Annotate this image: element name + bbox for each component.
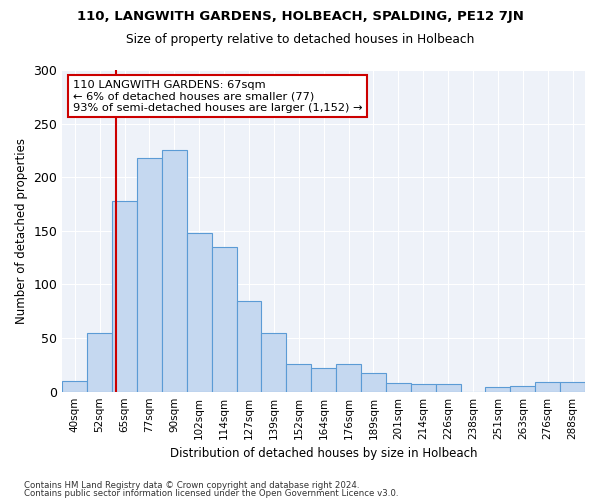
- Bar: [361, 374, 386, 392]
- Bar: [187, 233, 212, 392]
- Bar: [236, 300, 262, 392]
- Bar: [286, 364, 311, 392]
- Bar: [511, 386, 535, 392]
- Bar: [212, 247, 236, 392]
- Bar: [62, 381, 87, 392]
- Bar: [485, 388, 511, 392]
- Text: 110, LANGWITH GARDENS, HOLBEACH, SPALDING, PE12 7JN: 110, LANGWITH GARDENS, HOLBEACH, SPALDIN…: [77, 10, 523, 23]
- Bar: [162, 150, 187, 392]
- Text: Contains public sector information licensed under the Open Government Licence v3: Contains public sector information licen…: [24, 489, 398, 498]
- Bar: [560, 382, 585, 392]
- Bar: [112, 201, 137, 392]
- Bar: [436, 384, 461, 392]
- Bar: [262, 332, 286, 392]
- Bar: [411, 384, 436, 392]
- Text: 110 LANGWITH GARDENS: 67sqm
← 6% of detached houses are smaller (77)
93% of semi: 110 LANGWITH GARDENS: 67sqm ← 6% of deta…: [73, 80, 362, 113]
- Text: Size of property relative to detached houses in Holbeach: Size of property relative to detached ho…: [126, 32, 474, 46]
- Bar: [336, 364, 361, 392]
- Bar: [87, 332, 112, 392]
- Bar: [311, 368, 336, 392]
- Text: Contains HM Land Registry data © Crown copyright and database right 2024.: Contains HM Land Registry data © Crown c…: [24, 480, 359, 490]
- Y-axis label: Number of detached properties: Number of detached properties: [15, 138, 28, 324]
- Bar: [535, 382, 560, 392]
- X-axis label: Distribution of detached houses by size in Holbeach: Distribution of detached houses by size …: [170, 447, 478, 460]
- Bar: [137, 158, 162, 392]
- Bar: [386, 383, 411, 392]
